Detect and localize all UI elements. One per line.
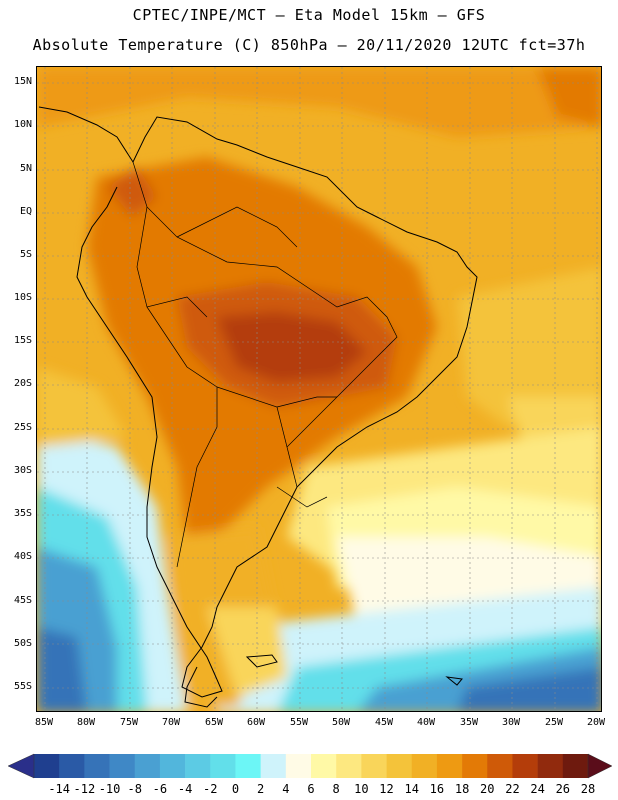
colorbar-tick-label: -6: [152, 782, 168, 796]
title-line-1: CPTEC/INPE/MCT – Eta Model 15km – GFS: [132, 6, 486, 24]
graticule: [37, 67, 601, 711]
colorbar-tick-label: 22: [505, 782, 520, 796]
colorbar-cell: [235, 754, 261, 778]
colorbar-cell: [361, 754, 387, 778]
colorbar-tick-label: 14: [404, 782, 419, 796]
lon-label-65w: 65W: [204, 717, 224, 728]
country-borders: [132, 161, 398, 568]
lon-label-75w: 75W: [119, 717, 139, 728]
lat-label-15s: 15S: [13, 335, 32, 346]
colorbar-tick-label: 20: [480, 782, 495, 796]
temperature-field: [37, 67, 601, 711]
colorbar-tick-label: -14: [48, 782, 71, 796]
lon-label-35w: 35W: [459, 717, 479, 728]
lat-label-5n: 5N: [19, 163, 32, 174]
map-panel: [36, 66, 602, 712]
colorbar-tick-label: -8: [127, 782, 142, 796]
colorbar-tick-label: 24: [530, 782, 545, 796]
colorbar-tick-label: 26: [555, 782, 571, 796]
colorbar-cell: [537, 754, 564, 778]
lat-label-50s: 50S: [13, 638, 32, 649]
colorbar-tick-label: -12: [73, 782, 96, 796]
lat-label-40s: 40S: [13, 551, 32, 562]
colorbar-tick-label: 4: [282, 782, 290, 796]
lon-label-40w: 40W: [416, 717, 436, 728]
lon-label-30w: 30W: [501, 717, 521, 728]
colorbar-cell: [487, 754, 513, 778]
colorbar-tick-label: 0: [231, 782, 240, 796]
colorbar-cell: [109, 754, 136, 778]
lat-label-25s: 25S: [13, 422, 32, 433]
lat-label-55s: 55S: [13, 681, 32, 692]
colorbar-cell: [462, 754, 488, 778]
lon-label-85w: 85W: [34, 717, 54, 728]
colorbar-cell: [84, 754, 110, 778]
colorbar-cell: [411, 754, 438, 778]
colorbar-tick-label: 10: [354, 782, 369, 796]
colorbar-cell: [562, 754, 589, 778]
colorbar-cell: [185, 754, 211, 778]
colorbar-cell: [512, 754, 538, 778]
colorbar-tick-label: 12: [379, 782, 394, 796]
lat-label-30s: 30S: [13, 465, 32, 476]
colorbar-tick-label: 8: [332, 782, 340, 796]
lat-label-10s: 10S: [13, 292, 32, 303]
colorbar-tick-label: -4: [177, 782, 193, 796]
colorbar-tick-label: -2: [203, 782, 218, 796]
lon-label-25w: 25W: [544, 717, 564, 728]
lon-label-80w: 80W: [76, 717, 96, 728]
colorbar-cell: [386, 754, 413, 778]
colorbar-cell: [34, 754, 60, 778]
title-line-2: Absolute Temperature (C) 850hPa – 20/11/…: [32, 36, 586, 54]
colorbar-cell: [436, 754, 463, 778]
colorbar-cell: [336, 754, 362, 778]
colorbar-cell: [285, 754, 312, 778]
colorbar: [7, 753, 613, 779]
lon-label-70w: 70W: [161, 717, 181, 728]
lat-label-45s: 45S: [13, 595, 32, 606]
lat-label-5s: 5S: [19, 249, 32, 260]
colorbar-tick-label: 2: [257, 782, 265, 796]
lon-label-55w: 55W: [289, 717, 309, 728]
colorbar-left-arrow: [7, 753, 35, 779]
lon-label-45w: 45W: [374, 717, 394, 728]
colorbar-cell: [260, 754, 287, 778]
lat-label-20s: 20S: [13, 378, 32, 389]
colorbar-cell: [311, 754, 337, 778]
colorbar-tick-label: 6: [307, 782, 315, 796]
coastline: [38, 106, 478, 708]
colorbar-tick-label: 28: [580, 782, 596, 796]
colorbar-tick-label: -10: [98, 782, 121, 796]
lon-label-20w: 20W: [586, 717, 606, 728]
lon-label-60w: 60W: [246, 717, 266, 728]
colorbar-right-arrow: [587, 753, 613, 779]
lon-label-50w: 50W: [331, 717, 351, 728]
lat-label-10n: 10N: [13, 119, 32, 130]
colorbar-tick-label: 16: [429, 782, 445, 796]
lat-label-35s: 35S: [13, 508, 32, 519]
colorbar-cell: [59, 754, 85, 778]
lat-label-eq: EQ: [19, 206, 32, 217]
colorbar-cell: [210, 754, 236, 778]
colorbar-cell: [134, 754, 161, 778]
colorbar-tick-label: 18: [454, 782, 470, 796]
colorbar-cell: [159, 754, 186, 778]
lat-label-15n: 15N: [13, 76, 32, 87]
